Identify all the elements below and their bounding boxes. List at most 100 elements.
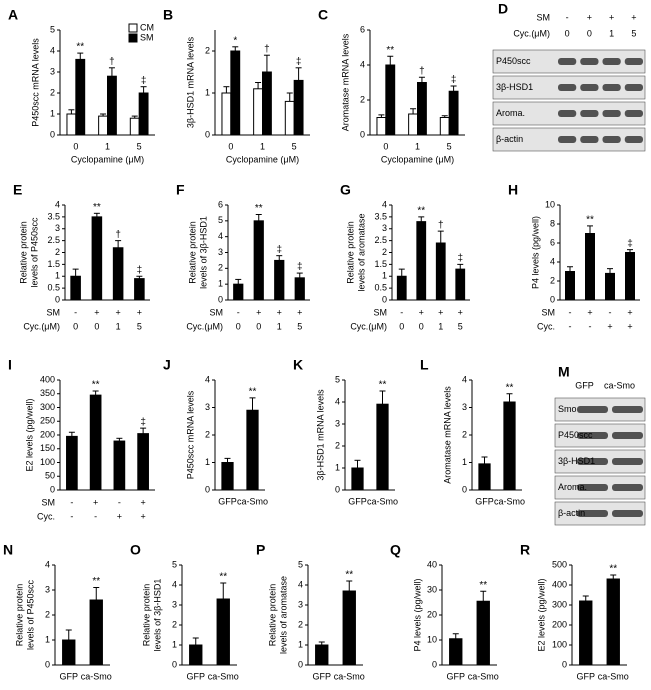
panel-label: Q: [390, 542, 401, 558]
blot-band: [612, 432, 643, 439]
y-tick-label: 1.5: [47, 259, 60, 269]
x-tick-label: 5: [137, 321, 142, 331]
x-tick-label: 0: [399, 321, 404, 331]
significance: †: [419, 66, 425, 77]
lane-label: +: [609, 12, 614, 22]
blot-row-label: 3β-HSD1: [558, 456, 595, 466]
bar: [455, 268, 466, 301]
bar: [221, 462, 234, 491]
x-tick-label: ca-Smo: [208, 671, 239, 681]
y-tick-label: 1: [205, 87, 210, 97]
y-tick-label: 400: [552, 579, 567, 589]
blot-band: [558, 136, 577, 143]
bar: [408, 113, 418, 136]
blot-band: [602, 58, 621, 65]
x-tick-label: 0: [256, 321, 261, 331]
y-tick-label: 5: [50, 24, 55, 34]
x-tick-label: 1: [415, 141, 420, 151]
row-name: Cyc.(μM): [186, 321, 223, 331]
legend-swatch: [128, 33, 138, 43]
y-tick-label: 0.5: [47, 283, 60, 293]
x-tick-label: +: [458, 307, 463, 317]
y-tick-label: 8: [550, 218, 555, 228]
bar: [448, 90, 459, 136]
row-name: SM: [47, 307, 61, 317]
panel-label: B: [163, 7, 173, 23]
bar: [62, 639, 76, 666]
y-tick-label: 3: [218, 247, 223, 257]
panel-label: R: [520, 542, 530, 558]
y-tick-label: 3: [462, 402, 467, 412]
y-tick-label: 1: [298, 639, 303, 649]
row-name: Cyc.: [537, 321, 555, 331]
x-tick-label: GFP: [312, 671, 331, 681]
x-tick-label: 5: [137, 141, 142, 151]
legend-label: CM: [140, 22, 154, 32]
significance: **: [586, 215, 594, 226]
blot-row-label: 3β-HSD1: [496, 82, 533, 92]
y-tick-label: 1.5: [374, 259, 387, 269]
blot-row-label: β-actin: [558, 508, 585, 518]
bar: [376, 403, 389, 491]
y-tick-label: 0: [382, 294, 387, 304]
y-tick-label: 0: [172, 659, 177, 669]
x-tick-label: GFP: [186, 671, 205, 681]
row-name: SM: [537, 12, 551, 22]
y-tick-label: 50: [45, 471, 55, 481]
y-tick-label: 2: [298, 619, 303, 629]
panel-label: F: [176, 182, 185, 198]
x-tick-label: -: [70, 497, 73, 507]
blot-band: [612, 510, 643, 517]
blot-band: [577, 432, 608, 439]
bar: [221, 92, 232, 136]
significance: †: [115, 229, 121, 240]
bar: [478, 463, 491, 491]
blot-band: [612, 484, 643, 491]
x-tick-label: ca-Smo: [367, 496, 398, 506]
y-tick-label: 2: [382, 247, 387, 257]
y-tick-label: 4: [218, 231, 223, 241]
panel-label: J: [163, 357, 171, 373]
y-tick-label: 6: [360, 24, 365, 34]
significance: **: [345, 570, 353, 581]
x-tick-label: ca-Smo: [81, 671, 112, 681]
row-name: SM: [374, 307, 388, 317]
y-tick-label: 3: [298, 599, 303, 609]
y-tick-label: 0: [45, 659, 50, 669]
x-tick-label: +: [607, 321, 612, 331]
y-tick-label: 2: [360, 94, 365, 104]
bar: [293, 79, 304, 136]
significance: **: [92, 380, 100, 391]
blot-band: [558, 110, 577, 117]
bar: [435, 242, 446, 301]
y-axis-label: levels of 3β-HSD1: [198, 216, 208, 289]
y-axis-label: levels of P450scc: [29, 217, 39, 288]
blot-band: [558, 84, 577, 91]
bar: [137, 433, 149, 491]
bar: [134, 278, 145, 301]
x-tick-label: +: [137, 307, 142, 317]
x-tick-label: +: [140, 497, 145, 507]
y-tick-label: 2: [205, 45, 210, 55]
panel-label: M: [558, 364, 570, 380]
y-axis-label: levels of 3β-HSD1: [152, 579, 162, 652]
x-axis-label: Cyclopamine (μM): [226, 154, 299, 164]
x-tick-label: GFP: [218, 496, 237, 506]
bar: [253, 220, 264, 301]
y-tick-label: 0.5: [374, 283, 387, 293]
y-axis-label: Relative protein: [267, 584, 277, 647]
row-name: SM: [42, 497, 56, 507]
row-name: Cyc.(μM): [23, 321, 60, 331]
y-tick-label: 10: [545, 199, 555, 209]
y-tick-label: 300: [552, 599, 567, 609]
panel-label: P: [256, 542, 265, 558]
panel-label: H: [508, 182, 518, 198]
lane-label: +: [587, 12, 592, 22]
significance: **: [417, 206, 425, 217]
x-tick-label: GFP: [446, 671, 465, 681]
bar: [113, 440, 126, 491]
x-tick-label: 0: [419, 321, 424, 331]
bar: [585, 233, 595, 301]
panel-label: O: [130, 542, 141, 558]
y-axis-label: Relative protein: [141, 584, 151, 647]
